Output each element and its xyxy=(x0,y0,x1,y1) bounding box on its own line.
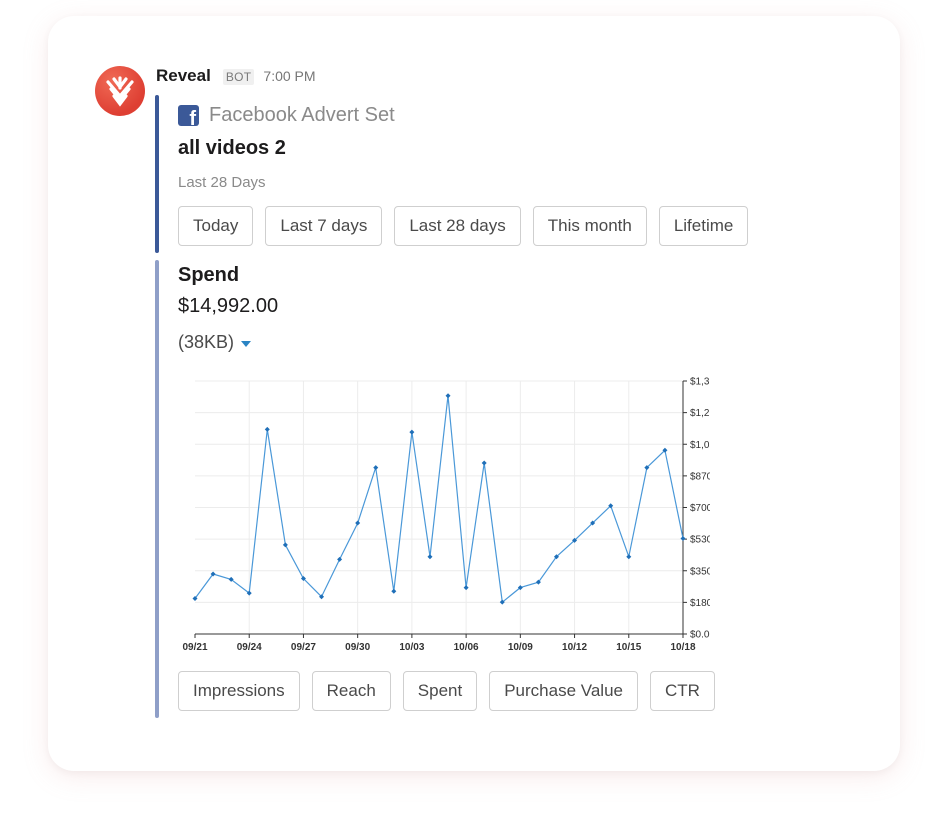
data-point xyxy=(499,599,505,605)
spend-line xyxy=(194,395,684,604)
data-point xyxy=(608,503,614,509)
data-point xyxy=(662,447,668,453)
metric-color-bar xyxy=(155,260,159,718)
data-point xyxy=(192,596,198,602)
y-tick-label: $870.00 xyxy=(690,471,710,482)
data-point xyxy=(319,594,325,600)
metric-value: $14,992.00 xyxy=(178,295,279,317)
x-tick-label: 10/18 xyxy=(670,642,695,653)
data-point xyxy=(590,520,596,526)
data-point xyxy=(427,554,433,560)
y-tick-label: $350.00 xyxy=(690,566,710,577)
x-tick-label: 09/27 xyxy=(291,642,316,653)
x-tick-label: 10/09 xyxy=(508,642,533,653)
chart-series xyxy=(192,393,686,605)
data-point xyxy=(644,465,650,471)
data-point xyxy=(517,585,523,591)
data-point xyxy=(373,465,379,471)
message-timestamp[interactable]: 7:00 PM xyxy=(263,68,316,84)
lifetime-button[interactable]: Lifetime xyxy=(658,206,749,246)
data-point xyxy=(535,579,541,585)
attachment-provider: Facebook Advert Set xyxy=(209,104,395,126)
image-attachment-toggle[interactable]: (38KB) xyxy=(178,332,252,353)
y-tick-label: $700.00 xyxy=(690,503,710,514)
spend-chart: $0.00 $180.00 $350.00 $530.00 $700.00 $870.00… xyxy=(182,377,710,654)
data-point xyxy=(300,576,306,582)
x-tick-label: 10/06 xyxy=(454,642,479,653)
data-point xyxy=(572,537,578,543)
data-point xyxy=(264,426,270,432)
data-point xyxy=(391,588,397,594)
y-tick-label: $180.00 xyxy=(690,598,710,609)
chart-grid xyxy=(195,380,683,634)
last-7-days-button[interactable]: Last 7 days xyxy=(265,206,383,246)
data-point xyxy=(680,536,686,542)
reach-button[interactable]: Reach xyxy=(311,671,391,711)
data-point xyxy=(337,556,343,562)
chart-axes xyxy=(194,380,687,638)
last-28-days-button[interactable]: Last 28 days xyxy=(394,206,521,246)
metric-label: Spend xyxy=(178,264,240,286)
y-tick-label: $1,391.00 xyxy=(690,377,710,388)
x-tick-label: 09/30 xyxy=(345,642,370,653)
attachment-color-bar xyxy=(155,95,159,253)
bot-avatar[interactable] xyxy=(95,66,145,116)
file-size: (38KB) xyxy=(178,332,235,352)
x-tick-label: 10/15 xyxy=(616,642,641,653)
ctr-button[interactable]: CTR xyxy=(649,671,715,711)
facebook-icon: f xyxy=(178,105,199,126)
date-range-buttons: Today Last 7 days Last 28 days This mont… xyxy=(178,206,749,246)
data-point xyxy=(553,554,559,560)
purchase-value-button[interactable]: Purchase Value xyxy=(489,671,638,711)
x-tick-label: 10/12 xyxy=(562,642,587,653)
today-button[interactable]: Today xyxy=(178,206,254,246)
data-point xyxy=(282,542,288,548)
message-card xyxy=(48,16,900,771)
spent-button[interactable]: Spent xyxy=(402,671,478,711)
x-tick-label: 09/24 xyxy=(237,642,262,653)
data-point xyxy=(481,460,487,466)
metric-buttons: Impressions Reach Spent Purchase Value C… xyxy=(178,671,715,711)
message-header: Reveal BOT 7:00 PM xyxy=(156,66,316,90)
y-tick-label: $530.00 xyxy=(690,535,710,546)
this-month-button[interactable]: This month xyxy=(532,206,647,246)
data-point xyxy=(246,590,252,596)
data-point xyxy=(445,393,451,399)
caret-down-icon[interactable] xyxy=(241,340,252,347)
x-tick-label: 09/21 xyxy=(182,642,207,653)
data-point xyxy=(463,585,469,591)
y-tick-label: $1,050.00 xyxy=(690,440,710,451)
y-tick-label: $0.00 xyxy=(690,630,710,641)
bot-name[interactable]: Reveal xyxy=(156,66,211,85)
attachment-subtitle: Last 28 Days xyxy=(178,174,266,191)
bot-badge: BOT xyxy=(222,69,255,85)
y-tick-label: $1,220.00 xyxy=(690,408,710,419)
data-point xyxy=(228,576,234,582)
data-point xyxy=(210,571,216,577)
impressions-button[interactable]: Impressions xyxy=(178,671,300,711)
chart-tick-labels: $0.00 $180.00 $350.00 $530.00 $700.00 $870.00… xyxy=(182,377,710,654)
x-tick-label: 10/03 xyxy=(399,642,424,653)
attachment-title: all videos 2 xyxy=(178,137,286,159)
data-point xyxy=(355,520,361,526)
data-point xyxy=(626,554,632,560)
reveal-logo-icon xyxy=(106,76,134,107)
data-point xyxy=(409,429,415,435)
